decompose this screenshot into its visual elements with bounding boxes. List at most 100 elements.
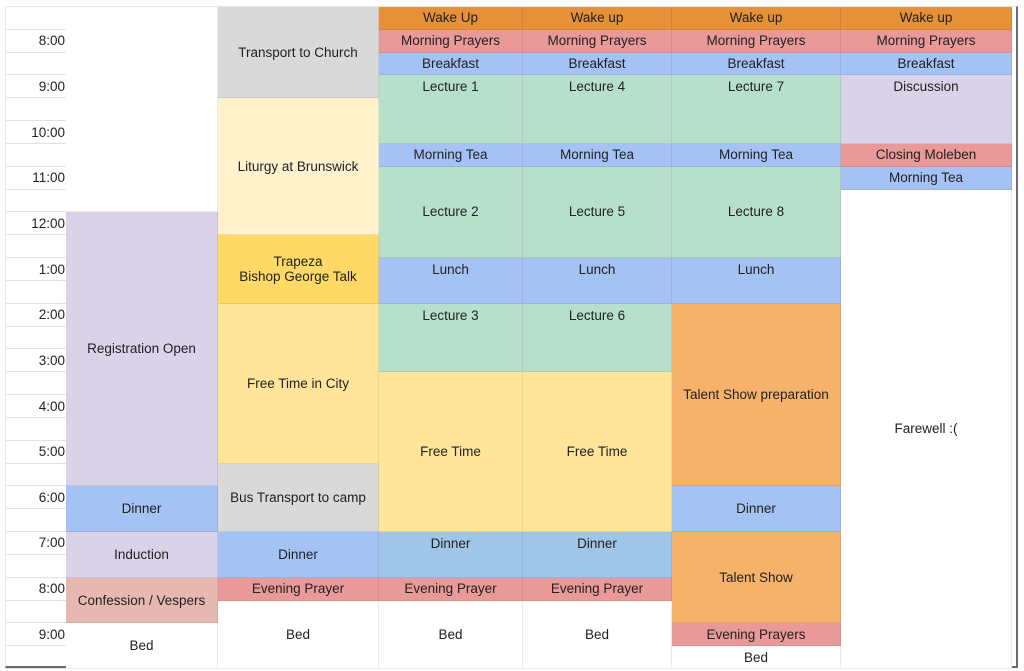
schedule-event[interactable]: Wake up [841, 7, 1012, 30]
time-cell[interactable]: 3:00 [6, 349, 71, 373]
schedule-event[interactable]: Bed [523, 600, 672, 670]
time-cell[interactable] [6, 646, 71, 670]
schedule-event[interactable]: Morning Tea [672, 143, 841, 167]
time-cell[interactable] [6, 52, 71, 76]
schedule-event[interactable]: Wake up [523, 7, 672, 30]
event-label: Breakfast [568, 56, 626, 72]
schedule-event[interactable]: Morning Prayers [672, 29, 841, 53]
schedule-event[interactable]: Induction [66, 532, 218, 578]
schedule-event[interactable]: Morning Tea [841, 166, 1012, 190]
schedule-event[interactable]: Talent Show preparation [672, 303, 841, 487]
time-cell[interactable]: 2:00 [6, 303, 71, 327]
schedule-event[interactable]: Free Time [379, 372, 523, 533]
time-cell[interactable] [6, 189, 71, 213]
event-label: Evening Prayers [706, 626, 806, 642]
schedule-event[interactable]: Dinner [66, 486, 218, 533]
event-label: Bed [743, 649, 769, 665]
schedule-event[interactable]: Morning Prayers [379, 29, 523, 53]
schedule-event[interactable]: Free Time [523, 372, 672, 533]
schedule-event[interactable]: Dinner [523, 532, 672, 578]
schedule-event[interactable]: Lecture 5 [523, 166, 672, 259]
event-label: Lunch [578, 262, 616, 278]
schedule-event[interactable]: Closing Moleben [841, 143, 1012, 167]
schedule-event[interactable]: Bed [218, 600, 379, 670]
time-cell[interactable]: 1:00 [6, 258, 71, 281]
schedule-event[interactable]: Liturgy at Brunswick [218, 98, 379, 236]
time-cell[interactable]: 9:00 [6, 623, 71, 647]
schedule-event[interactable]: Lecture 8 [672, 166, 841, 259]
event-label: Dinner [736, 501, 776, 517]
time-cell[interactable]: 9:00 [6, 75, 71, 99]
time-cell[interactable] [6, 372, 71, 396]
time-cell[interactable] [6, 417, 71, 441]
time-cell[interactable] [6, 326, 71, 350]
schedule-event[interactable]: Dinner [672, 486, 841, 533]
schedule-event[interactable]: Wake up [672, 7, 841, 30]
schedule-event[interactable]: Breakfast [672, 52, 841, 76]
time-cell[interactable] [6, 235, 71, 259]
schedule-event[interactable]: Discussion [841, 75, 1012, 144]
schedule-event[interactable]: Confession / Vespers [66, 577, 218, 624]
schedule-event[interactable]: Dinner [379, 532, 523, 578]
schedule-event[interactable]: Breakfast [379, 52, 523, 76]
schedule-event[interactable]: Breakfast [841, 52, 1012, 76]
schedule-event[interactable]: Bus Transport to camp [218, 463, 379, 533]
schedule-event[interactable]: Evening Prayer [218, 577, 379, 601]
schedule-event[interactable]: Bed [66, 623, 218, 670]
time-cell[interactable]: 6:00 [6, 486, 71, 510]
time-cell[interactable]: 12:00 [6, 212, 71, 236]
event-label: Trapeza Bishop George Talk [239, 254, 357, 285]
schedule-event[interactable]: Bed [379, 600, 523, 670]
event-label: Free Time in City [246, 375, 350, 391]
schedule-event[interactable]: Evening Prayers [672, 623, 841, 647]
event-label: Morning Tea [413, 147, 488, 163]
time-cell[interactable] [6, 98, 71, 122]
schedule-event[interactable]: Talent Show [672, 532, 841, 624]
time-cell[interactable] [6, 509, 71, 533]
time-cell[interactable] [6, 463, 71, 487]
time-label: 5:00 [38, 444, 65, 460]
schedule-event[interactable]: Trapeza Bishop George Talk [218, 235, 379, 304]
schedule-event[interactable]: Lunch [379, 258, 523, 304]
time-cell[interactable] [6, 143, 71, 167]
schedule-event[interactable]: Lecture 1 [379, 75, 523, 144]
schedule-event[interactable]: Lunch [672, 258, 841, 304]
schedule-event[interactable]: Dinner [218, 532, 379, 578]
event-label: Bed [285, 626, 311, 642]
time-cell[interactable]: 11:00 [6, 166, 71, 190]
schedule-event[interactable]: Morning Tea [379, 143, 523, 167]
schedule-event[interactable]: Registration Open [66, 212, 218, 487]
schedule-event[interactable]: Transport to Church [218, 7, 379, 99]
schedule-event[interactable]: Lecture 2 [379, 166, 523, 259]
time-cell[interactable]: 8:00 [6, 577, 71, 601]
schedule-event[interactable]: Morning Prayers [841, 29, 1012, 53]
event-label: Morning Tea [718, 147, 794, 163]
time-cell[interactable]: 10:00 [6, 121, 71, 144]
schedule-event[interactable]: Lecture 4 [523, 75, 672, 144]
day-column-2: Transport to Church Liturgy at Brunswick T… [218, 7, 379, 670]
schedule-event[interactable]: Farewell :( [841, 189, 1012, 670]
day-column-5: Wake up Morning Prayers Breakfast Lecture 7… [672, 7, 841, 670]
time-cell[interactable] [6, 280, 71, 304]
schedule-event[interactable]: Bed [672, 646, 841, 670]
schedule-event[interactable]: Evening Prayer [379, 577, 523, 601]
schedule-event[interactable]: Breakfast [523, 52, 672, 76]
schedule-event[interactable]: Lecture 6 [523, 303, 672, 373]
time-cell[interactable]: 4:00 [6, 395, 71, 418]
schedule-event[interactable]: Lunch [523, 258, 672, 304]
schedule-event[interactable]: Morning Tea [523, 143, 672, 167]
schedule-event[interactable]: Evening Prayer [523, 577, 672, 601]
time-cell[interactable]: 8:00 [6, 29, 71, 53]
schedule-event[interactable]: Lecture 3 [379, 303, 523, 373]
schedule-event[interactable]: Lecture 7 [672, 75, 841, 144]
time-cell[interactable] [6, 600, 71, 624]
schedule-event[interactable]: Free Time in City [218, 303, 379, 464]
time-cell[interactable]: 7:00 [6, 532, 71, 555]
schedule-event[interactable] [66, 7, 218, 213]
time-cell[interactable] [6, 7, 71, 30]
time-cell[interactable]: 5:00 [6, 440, 71, 464]
schedule-event[interactable]: Morning Prayers [523, 29, 672, 53]
schedule-event[interactable]: Wake Up [379, 7, 523, 30]
event-label: Bus Transport to camp [230, 489, 366, 505]
time-cell[interactable] [6, 554, 71, 578]
